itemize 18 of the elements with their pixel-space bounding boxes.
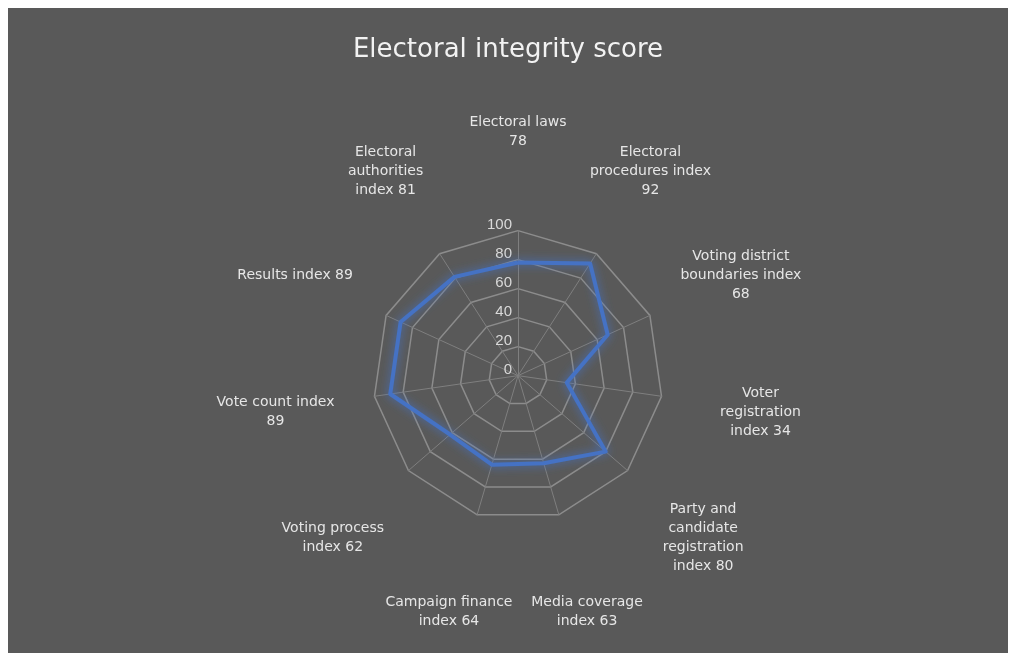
spoke-label: Voter registration index 34 [720, 383, 801, 438]
spoke-label: Party and candidate registration index 80 [662, 499, 744, 573]
spoke-label: Media coverage index 63 [531, 593, 643, 629]
y-tick-label: 100 [486, 214, 512, 232]
spoke-label: Voting process index 62 [281, 518, 385, 554]
y-tick-label: 0 [503, 359, 512, 377]
spoke-label: Electoral procedures index 92 [589, 142, 711, 197]
y-tick-label: 80 [495, 243, 512, 261]
spoke-label: Vote count index 89 [216, 393, 335, 429]
spoke-label: Electoral laws 78 [469, 113, 567, 149]
y-tick-label: 20 [495, 330, 512, 348]
spoke-label: Campaign finance index 64 [385, 593, 513, 629]
spoke-label: Voting district boundaries index 68 [680, 246, 802, 301]
y-tick-label: 40 [495, 301, 512, 319]
spoke-label: Electoral authorities index 81 [347, 142, 424, 197]
y-tick-label: 60 [495, 272, 512, 290]
chart-title: Electoral integrity score [352, 33, 664, 63]
spoke-label: Results index 89 [237, 265, 353, 282]
